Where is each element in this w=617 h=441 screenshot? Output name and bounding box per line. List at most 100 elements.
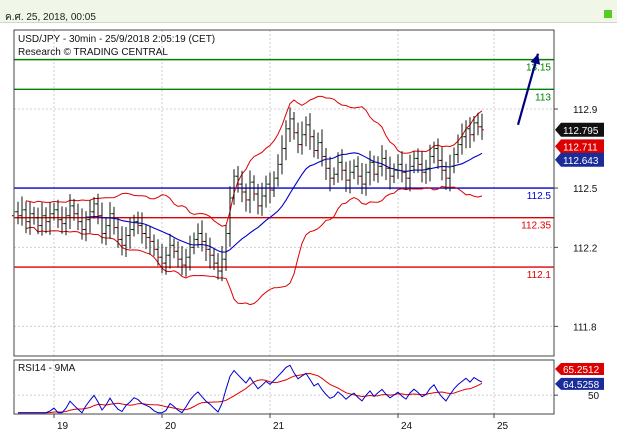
candle-29 — [128, 217, 132, 249]
candle-39 — [168, 233, 172, 269]
candle-28 — [124, 226, 128, 258]
candle-77 — [320, 129, 324, 167]
candle-2 — [20, 196, 24, 226]
candle-85 — [352, 159, 356, 180]
candle-78 — [324, 147, 328, 180]
candle-53 — [224, 225, 228, 271]
candle-104 — [428, 144, 432, 182]
candle-100 — [412, 151, 416, 174]
candle-1 — [16, 201, 20, 225]
candle-54 — [228, 186, 232, 247]
x-tick-label-0: 19 — [57, 421, 69, 432]
candle-88 — [364, 163, 368, 196]
price-tag-label-0: 112.795 — [563, 126, 599, 137]
rsi-tag-0: 65.2512 — [555, 363, 604, 376]
price-tag-box-0 — [555, 122, 604, 137]
candle-106 — [436, 138, 440, 169]
candle-59 — [248, 170, 252, 214]
candle-58 — [244, 183, 248, 212]
candle-108 — [444, 161, 448, 190]
candle-24 — [108, 202, 112, 239]
price-tag-box-1 — [555, 139, 604, 154]
candle-75 — [312, 129, 316, 158]
candle-97 — [400, 151, 404, 183]
candle-50 — [212, 248, 216, 271]
price-tag-0: 112.795 — [555, 122, 604, 137]
candle-110 — [452, 147, 456, 174]
price-tag-label-2: 112.643 — [563, 156, 599, 167]
candle-114 — [468, 117, 472, 148]
y-tick-label-3: 111.8 — [573, 322, 597, 333]
candle-98 — [404, 163, 408, 190]
candle-17 — [80, 208, 84, 240]
candle-19 — [88, 200, 92, 233]
candle-11 — [56, 199, 60, 229]
candle-103 — [424, 159, 428, 184]
price-tag-box-2 — [555, 152, 604, 167]
candle-70 — [292, 111, 296, 140]
level-label-1: 113 — [535, 92, 551, 103]
rsi-tag-box-0 — [555, 363, 604, 375]
rsi-tag-box-1 — [555, 377, 604, 390]
price-candles — [12, 107, 484, 282]
candle-34 — [148, 225, 152, 255]
candle-109 — [448, 154, 452, 192]
candle-105 — [432, 141, 436, 164]
candle-111 — [456, 134, 460, 163]
candle-45 — [192, 232, 196, 255]
candle-4 — [28, 202, 32, 235]
candle-20 — [92, 196, 96, 219]
candle-22 — [100, 202, 104, 244]
candle-116 — [476, 112, 480, 136]
candle-63 — [264, 175, 268, 208]
rsi-ma-line — [18, 372, 483, 414]
candle-49 — [208, 237, 212, 269]
rsi-tick-label-0: 50 — [588, 391, 600, 402]
candle-73 — [304, 116, 308, 147]
candle-26 — [116, 217, 120, 248]
status-square-icon — [604, 10, 612, 18]
candle-31 — [136, 211, 140, 235]
rsi-panel-frame — [13, 359, 555, 415]
candle-7 — [40, 202, 44, 236]
rsi-tag-label-0: 65.2512 — [563, 365, 600, 376]
candle-89 — [368, 150, 372, 186]
candle-42 — [180, 245, 184, 276]
candle-65 — [272, 171, 276, 197]
candle-112 — [460, 123, 464, 155]
candle-18 — [84, 211, 88, 242]
projection-arrow-shaft — [516, 53, 540, 126]
candle-12 — [60, 206, 64, 234]
candle-56 — [236, 166, 240, 193]
candle-36 — [156, 239, 160, 266]
candle-107 — [440, 147, 444, 181]
candle-38 — [164, 246, 168, 275]
level-label-2: 112.5 — [527, 191, 552, 202]
candle-82 — [340, 149, 344, 181]
timestamp-label: ค.ศ. 25, 2018, 00:05 — [5, 12, 96, 23]
candle-74 — [308, 113, 312, 150]
rsi-tag-1: 64.5258 — [555, 377, 604, 391]
level-label-4: 112.1 — [527, 270, 552, 281]
candle-81 — [336, 152, 340, 183]
rsi-indicator: 50 65.2512 64.5258 — [14, 363, 604, 414]
x-tick-label-2: 21 — [273, 421, 285, 432]
candle-46 — [196, 223, 200, 248]
main-panel-frame — [13, 29, 555, 357]
candle-48 — [204, 232, 208, 261]
level-label-3: 112.35 — [521, 221, 551, 232]
y-tick-label-1: 112.5 — [573, 184, 598, 195]
candle-27 — [120, 226, 124, 256]
y-tick-label-2: 112.2 — [573, 243, 598, 254]
candle-55 — [232, 169, 236, 205]
candle-91 — [376, 156, 380, 183]
candle-79 — [328, 156, 332, 192]
candle-67 — [280, 135, 284, 175]
candle-35 — [152, 234, 156, 257]
candle-64 — [268, 172, 272, 204]
candle-113 — [464, 120, 468, 149]
x-tick-label-4: 25 — [497, 421, 509, 432]
level-label-0: 13.15 — [526, 63, 551, 74]
candle-13 — [64, 207, 68, 236]
rsi-line — [18, 364, 483, 414]
